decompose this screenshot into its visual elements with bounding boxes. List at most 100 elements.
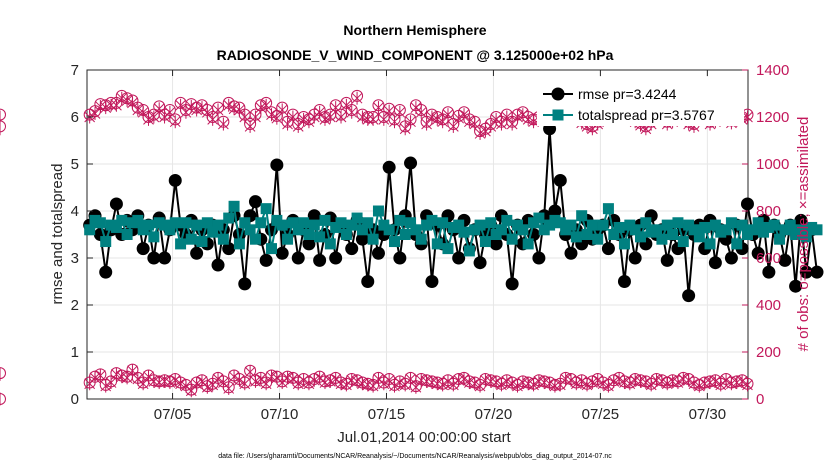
obs-assimilated-point [260, 377, 272, 391]
spread-point [506, 233, 518, 245]
spread-point [405, 217, 417, 229]
spread-point [533, 212, 545, 224]
obs-assimilated-point [239, 377, 251, 391]
spread-point [389, 236, 401, 248]
obs-assimilated-point [469, 117, 481, 131]
spread-point [608, 229, 620, 240]
obs-assimilated-point [121, 94, 133, 108]
obs-assimilated-point [394, 105, 406, 119]
rmse-point [136, 242, 150, 256]
obs-assimilated-point [319, 112, 331, 126]
spread-point [736, 219, 748, 231]
spread-point [372, 205, 384, 217]
y-tick-label: 7 [71, 62, 79, 79]
spread-point [463, 245, 475, 257]
obs-assimilated-point [389, 379, 400, 393]
legend: rmse pr=3.4244 totalspread pr=3.5767 [537, 77, 744, 126]
spread-point [554, 217, 566, 229]
rmse-point [628, 251, 642, 265]
obs-assimilated-point [661, 377, 673, 391]
spread-point [239, 217, 251, 229]
obs-assimilated-point [303, 377, 315, 391]
chart-subtitle: RADIOSONDE_V_WIND_COMPONENT @ 3.125000e+… [217, 47, 614, 63]
obs-assimilated-point [89, 371, 101, 385]
y2-tick-label: 600 [756, 250, 781, 267]
spread-point [185, 233, 197, 245]
obs-assimilated-point [597, 377, 609, 391]
y-tick-label: 3 [71, 250, 79, 267]
rmse-point [275, 246, 289, 260]
spread-point [784, 219, 796, 231]
rmse-point [425, 275, 439, 288]
rmse-point [794, 213, 808, 227]
obs-assimilated-point [351, 374, 363, 388]
obs-assimilated-point [287, 110, 299, 124]
obs-assimilated-point [330, 101, 342, 115]
obs-assimilated-point [100, 101, 112, 115]
obs-assimilated-point [250, 374, 261, 388]
obs-assimilated-point [212, 103, 224, 117]
spread-point [656, 233, 668, 245]
obs-assimilated-point [324, 374, 336, 388]
obs-assimilated-point [490, 376, 502, 390]
spread-point [314, 231, 326, 243]
obs-assimilated-point [95, 369, 106, 382]
spread-point [394, 214, 406, 226]
obs-assimilated-point [127, 96, 138, 110]
spread-point [212, 219, 224, 231]
y2-tick-label: 1200 [756, 109, 789, 126]
spread-point [298, 217, 310, 229]
obs-assimilated-point [447, 119, 459, 133]
spread-point [356, 224, 368, 236]
spread-point [223, 212, 235, 224]
y2-tick-label: 1000 [756, 156, 789, 173]
spread-point [175, 238, 187, 250]
obs-assimilated-point [512, 110, 523, 124]
obs-assimilated-point [367, 379, 379, 393]
spread-point [677, 236, 689, 248]
obs-assimilated-point [111, 367, 122, 381]
obs-assimilated-point [710, 374, 721, 388]
obs-assimilated-point [218, 117, 229, 131]
y-tick-label: 2 [71, 297, 79, 314]
obs-assimilated-point [212, 372, 224, 386]
spread-point [565, 219, 577, 231]
spread-point [667, 229, 679, 240]
rmse-point [307, 209, 321, 223]
obs-assimilated-point [185, 384, 197, 398]
obs-assimilated-point [201, 105, 213, 119]
rmse-point [147, 251, 161, 265]
spread-point [228, 200, 240, 212]
obs-assimilated-point [292, 377, 304, 391]
obs-assimilated-point [244, 365, 256, 379]
legend-spread-marker [552, 109, 564, 121]
y2-tick-label: 800 [756, 203, 781, 220]
obs-assimilated-point [341, 98, 352, 112]
obs-assimilated-point [298, 373, 309, 387]
obs-assimilated-point [528, 115, 539, 129]
spread-point [581, 229, 593, 240]
obs-assimilated-point [565, 373, 577, 387]
spread-point [121, 229, 133, 240]
y-tick-label: 6 [71, 109, 79, 126]
spread-point [282, 233, 294, 245]
rmse-point [329, 251, 343, 265]
spread-point [811, 224, 823, 236]
obs-assimilated-point [496, 378, 507, 392]
spread-point [495, 224, 507, 236]
rmse-point [99, 265, 113, 279]
spread-point [431, 238, 443, 250]
chart-title: Northern Hemisphere [343, 22, 486, 38]
obs-assimilated-point [442, 108, 454, 122]
x-tick-label: 07/10 [261, 406, 299, 423]
obs-assimilated-point [153, 102, 165, 116]
spread-point [592, 233, 604, 245]
obs-possible-point [0, 120, 6, 133]
obs-assimilated-point [522, 112, 534, 126]
spread-point [800, 231, 812, 243]
rmse-point [404, 156, 418, 170]
obs-assimilated-point [453, 111, 465, 125]
rmse-point [361, 275, 375, 288]
rmse-point [564, 246, 578, 260]
obs-assimilated-point [143, 112, 154, 126]
